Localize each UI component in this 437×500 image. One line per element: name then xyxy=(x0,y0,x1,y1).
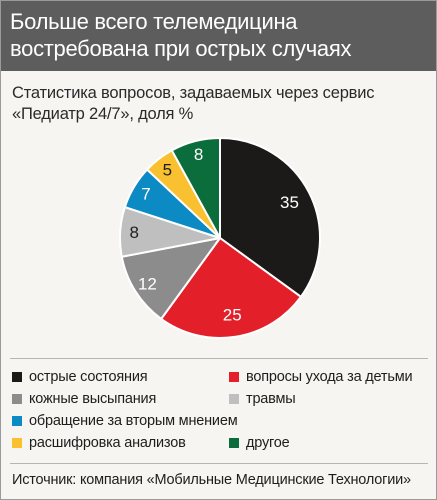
legend-item: вопросы ухода за детьми xyxy=(229,369,413,385)
pie-slice xyxy=(219,137,321,298)
slice-value-label: 7 xyxy=(141,185,150,204)
legend-item: кожные высыпания xyxy=(12,391,156,407)
pie-slices xyxy=(119,137,321,339)
legend-item: острые состояния xyxy=(12,369,148,385)
legend-swatch xyxy=(229,438,239,448)
legend-swatch xyxy=(12,438,22,448)
legend-item: обращение за вторым мнением xyxy=(12,413,238,429)
slice-value-label: 35 xyxy=(280,193,299,212)
slice-value-label: 12 xyxy=(138,275,157,294)
legend-swatch xyxy=(12,372,22,382)
legend-label: расшифровка анализов xyxy=(29,435,186,451)
source-note: Источник: компания «Мобильные Медицински… xyxy=(12,472,411,488)
legend-swatch xyxy=(12,394,22,404)
legend-item: расшифровка анализов xyxy=(12,435,186,451)
legend-item: травмы xyxy=(229,391,296,407)
slice-value-label: 5 xyxy=(163,161,172,180)
legend-label: острые состояния xyxy=(29,369,148,385)
legend-label: обращение за вторым мнением xyxy=(29,413,238,429)
legend-label: вопросы ухода за детьми xyxy=(246,369,413,385)
legend-divider-top xyxy=(10,358,428,359)
legend-item: другое xyxy=(229,435,290,451)
slice-value-label: 8 xyxy=(194,145,203,164)
slice-value-label: 25 xyxy=(223,306,242,325)
chart-title: Больше всего телемедицина востребована п… xyxy=(10,9,352,61)
header-bar: Больше всего телемедицина востребована п… xyxy=(1,1,436,71)
pie-slice xyxy=(160,237,302,339)
chart-subtitle: Статистика вопросов, задаваемых через се… xyxy=(12,84,375,123)
pie-slice xyxy=(120,237,221,320)
legend-divider-bottom xyxy=(10,463,428,464)
legend-label: кожные высыпания xyxy=(29,391,157,407)
legend-swatch xyxy=(229,394,239,404)
legend-label: другое xyxy=(246,435,290,451)
pie-slice xyxy=(170,137,221,239)
legend-swatch xyxy=(229,372,239,382)
slice-value-label: 8 xyxy=(129,223,138,242)
legend-swatch xyxy=(12,416,22,426)
legend-label: травмы xyxy=(246,391,296,407)
